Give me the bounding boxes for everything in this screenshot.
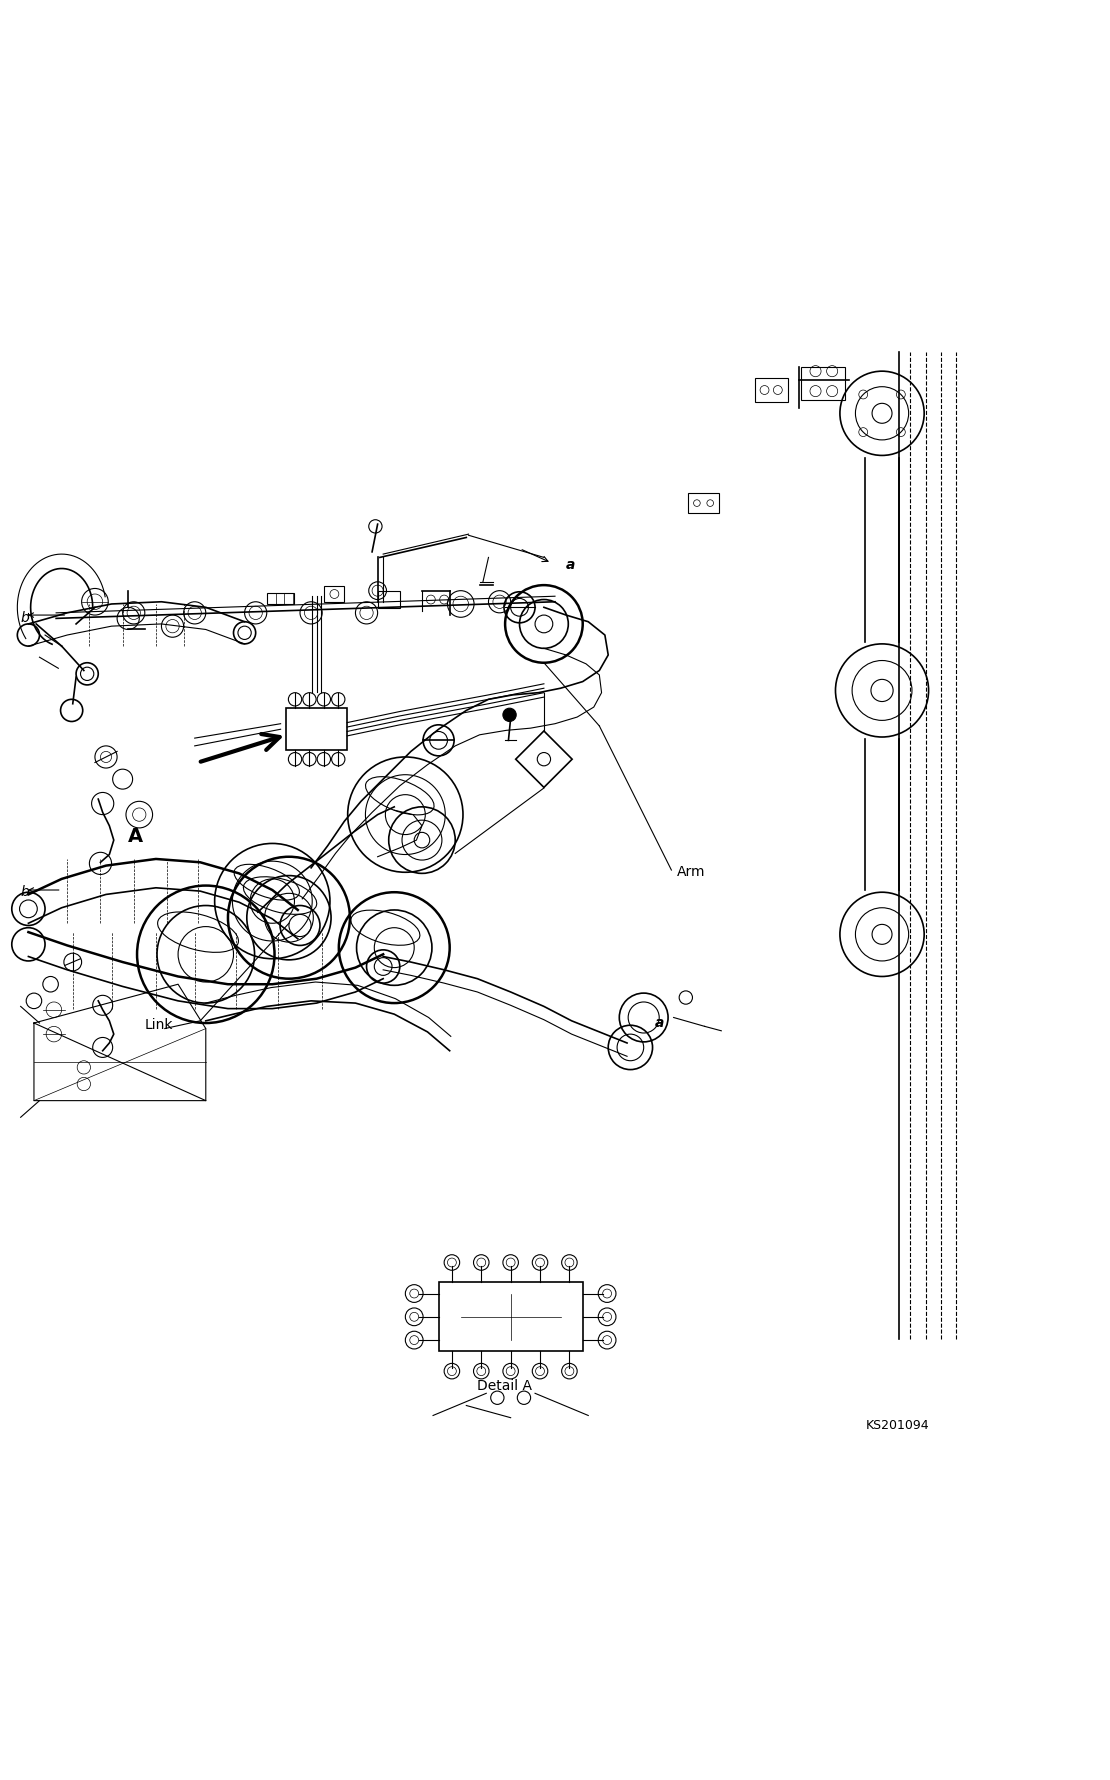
Bar [377,591,400,609]
Circle shape [503,708,516,721]
Text: Arm: Arm [677,865,706,879]
Text: A: A [128,828,143,846]
Text: a: a [655,1016,664,1031]
Text: b: b [21,885,29,899]
Text: Link: Link [144,1018,173,1032]
Text: Detail A: Detail A [477,1378,533,1392]
Bar [516,732,572,787]
Text: b: b [21,611,29,625]
Bar [688,493,719,513]
Bar [324,586,344,602]
Bar [286,708,347,751]
Text: a: a [566,559,575,571]
Bar [755,377,788,402]
Text: KS201094: KS201094 [866,1419,929,1431]
Bar [801,367,846,401]
Bar [266,593,294,603]
Bar [438,1282,583,1351]
